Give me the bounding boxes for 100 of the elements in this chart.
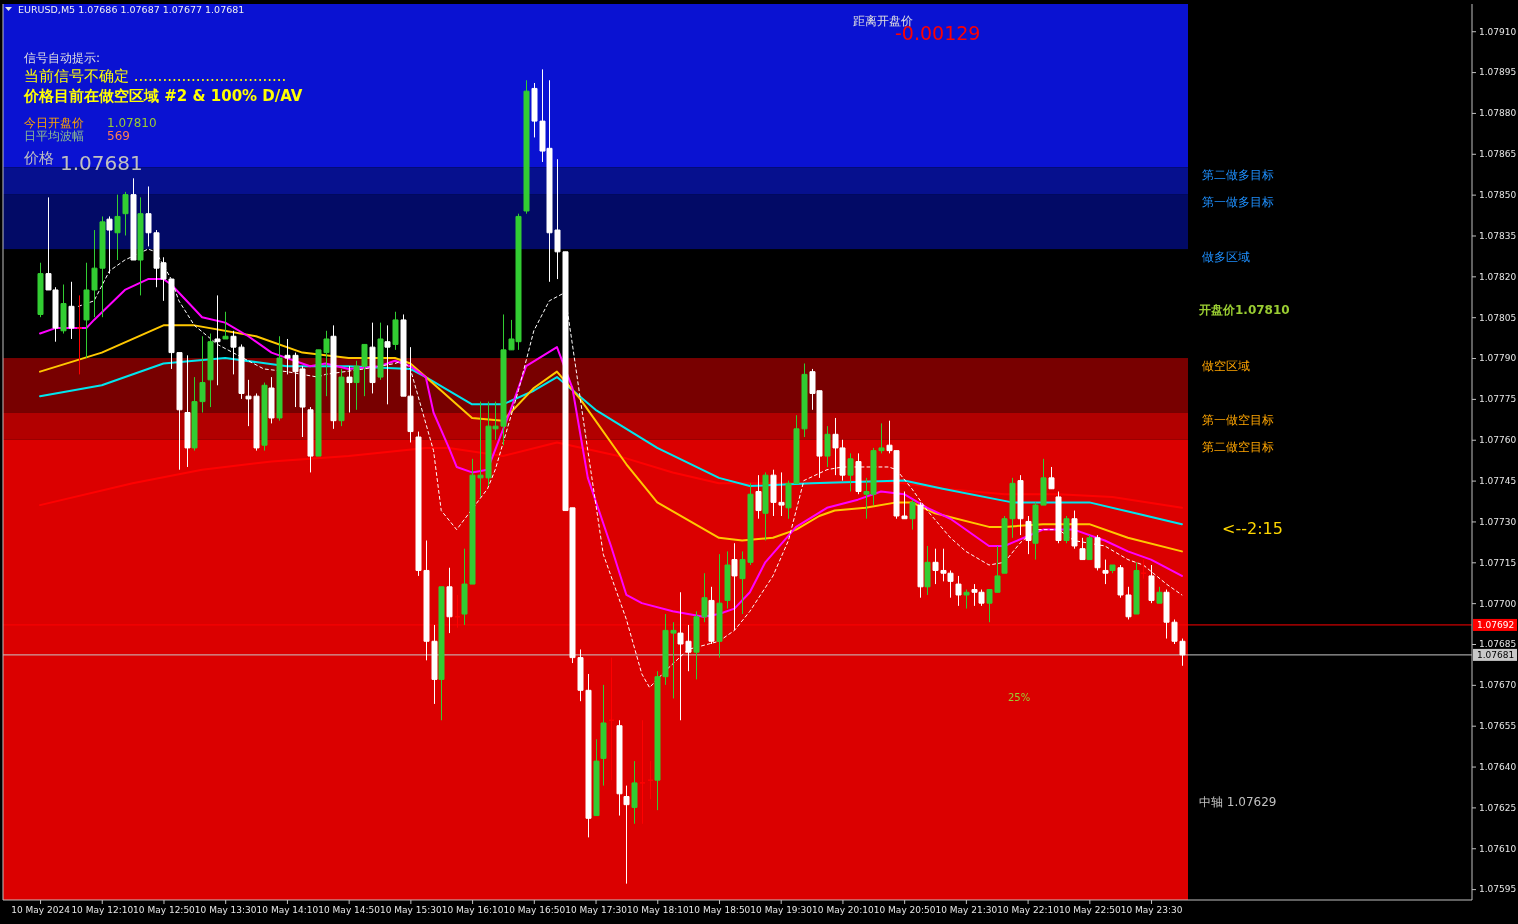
candlestick [1048,466,1055,490]
annotation: <--2:15 [1222,519,1283,538]
x-tick-label: 10 May 20:10 [812,905,875,916]
chart-title: EURUSD,M5 1.07686 1.07687 1.07677 1.07681 [18,4,245,15]
candlestick [623,785,630,885]
x-tick-label: 10 May 18:50 [688,905,751,916]
candlestick [1071,510,1078,550]
candlestick [214,294,221,386]
candlestick [384,324,391,405]
annotation: 开盘价1.07810 [1198,303,1290,317]
candlestick [762,471,769,542]
annotation: 价格目前在做空区域 #2 & 100% D/AV [23,87,303,105]
candlestick [639,719,646,825]
y-tick-label: 1.07790 [1479,353,1517,364]
y-tick-label: 1.07700 [1479,598,1517,609]
x-tick-label: 10 May 2024 [11,905,71,916]
candlestick [847,452,854,492]
candlestick [1025,515,1032,555]
candlestick [37,262,44,318]
candlestick [917,501,924,599]
x-tick-label: 10 May 21:30 [935,905,998,916]
candlestick [824,425,831,468]
y-tick-label: 1.07805 [1479,312,1517,323]
candlestick [68,281,75,340]
y-tick-label: 1.07595 [1479,884,1517,895]
x-tick-label: 10 May 22:50 [1058,905,1121,916]
candlestick [855,452,862,495]
candlestick [268,376,275,424]
annotation: 1.07681 [60,151,143,175]
y-tick-label: 1.07775 [1479,394,1517,405]
candlestick [446,567,453,634]
candlestick [1079,537,1086,561]
y-tick-label: 1.07655 [1479,721,1517,732]
x-tick-label: 10 May 22:10 [997,905,1060,916]
y-tick-label: 1.07610 [1479,843,1517,854]
x-tick-label: 10 May 18:10 [626,905,689,916]
x-tick-label: 10 May 17:30 [565,905,628,916]
candlestick [593,738,600,817]
candlestick [1156,586,1163,604]
annotation: 价格 [23,149,54,167]
y-tick-label: 1.07835 [1479,230,1517,241]
candlestick [523,79,530,215]
line-series [39,278,1183,618]
candlestick [392,311,399,351]
ref-line-label: 1.07692 [1477,620,1515,631]
candlestick [369,322,376,394]
candlestick [631,760,638,825]
candlestick [731,542,738,631]
candlestick [307,406,314,473]
y-tick-label: 1.07625 [1479,802,1517,813]
y-tick-label: 1.07670 [1479,680,1517,691]
candlestick [755,474,762,520]
ref-line-label: 1.07681 [1477,650,1515,661]
annotation: 25% [1008,692,1031,703]
candlestick [184,354,191,468]
candlestick [122,191,129,236]
annotation: 中轴 1.07629 [1199,795,1277,809]
x-tick-label: 10 May 12:10 [71,905,134,916]
x-tick-label: 10 May 14:10 [256,905,319,916]
line-series [39,357,1183,526]
annotation: 第一做多目标 [1202,195,1274,209]
y-tick-label: 1.07640 [1479,761,1517,772]
annotation: 当前信号不确定 ................................ [24,67,287,85]
candlestick [1148,564,1155,604]
annotation: 1.07810 [107,116,157,130]
annotation: 信号自动提示: [24,51,101,65]
annotation: 569 [107,129,130,143]
candlestick [1063,515,1070,544]
annotation: 做空区域 [1202,359,1250,373]
candlestick [1017,474,1024,536]
candlestick [955,575,962,607]
candlestick [647,760,654,800]
candlestick [1055,490,1062,544]
y-tick-label: 1.07865 [1479,149,1517,160]
x-tick-label: 10 May 20:50 [873,905,936,916]
candlestick [1086,534,1093,561]
x-tick-label: 10 May 15:30 [380,905,442,916]
candlestick [330,324,337,430]
candlestick [137,196,144,296]
y-tick-label: 1.07820 [1479,271,1517,282]
candlestick [600,684,607,787]
candlestick [261,382,268,452]
y-tick-label: 1.07850 [1479,190,1517,201]
x-tick-label: 10 May 13:30 [194,905,257,916]
candlestick [76,294,83,375]
annotation: 日平均波幅 [24,129,84,143]
candlestick [207,333,214,408]
annotation: 做多区域 [1202,250,1250,264]
candlestick [1102,559,1109,585]
y-tick-label: 1.07745 [1479,475,1517,486]
x-tick-label: 10 May 19:30 [750,905,813,916]
candlestick [716,553,723,659]
y-tick-label: 1.07760 [1479,435,1517,446]
annotation: 第一做空目标 [1202,413,1274,427]
candlestick [724,550,731,610]
line-series [39,324,1183,553]
candlestick [276,335,283,422]
candlestick [338,368,345,427]
candlestick [1094,534,1101,571]
annotation: 第二做多目标 [1202,168,1274,182]
